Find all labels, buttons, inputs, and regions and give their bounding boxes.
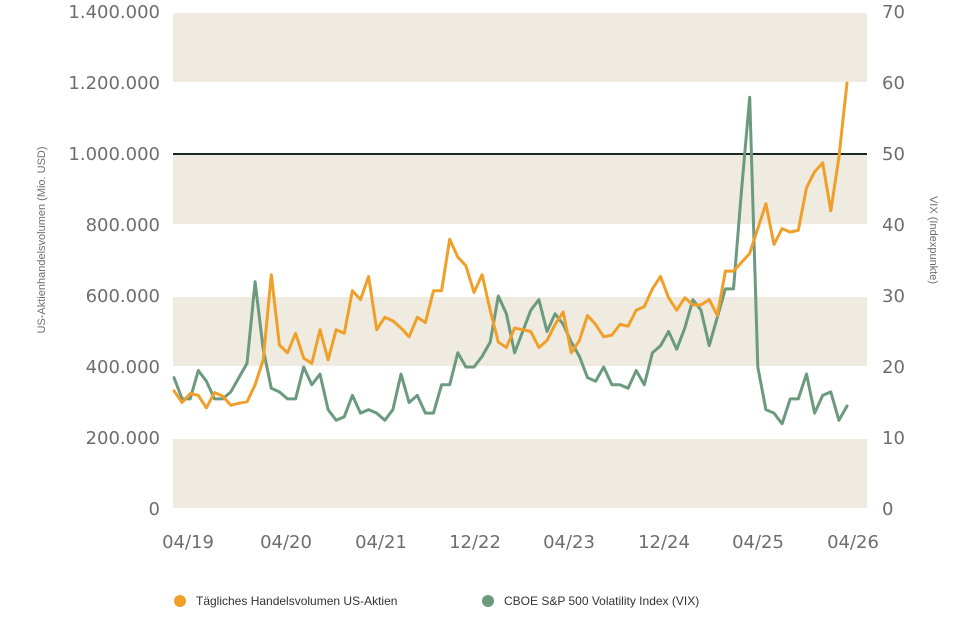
- y-left-tick-label: 200.000: [86, 428, 160, 449]
- y-left-tick-label: 600.000: [86, 286, 160, 307]
- x-tick-label: 04/20: [260, 532, 312, 553]
- x-tick-label: 04/26: [827, 532, 879, 553]
- background-band: [173, 296, 867, 367]
- y-right-tick-label: 10: [882, 428, 905, 449]
- background-bands: [173, 12, 867, 509]
- background-band: [173, 438, 867, 509]
- legend-marker-vix: [482, 595, 494, 607]
- legend: Tägliches Handelsvolumen US-Aktien CBOE …: [174, 594, 699, 608]
- y-left-tick-labels: 0 200.000 400.000 600.000 800.000 1.000.000 1.…: [68, 2, 160, 520]
- volume-series-line: [172, 81, 849, 410]
- y-right-tick-label: 50: [882, 144, 905, 165]
- y-left-axis-title: US-Aktienhandelsvolumen (Mio. USD): [36, 146, 48, 333]
- y-left-tick-label: 0: [149, 499, 160, 520]
- y-left-tick-label: 1.400.000: [68, 2, 160, 23]
- y-right-axis-title: VIX (Indexpunkte): [927, 196, 939, 284]
- legend-label-vix: CBOE S&P 500 Volatility Index (VIX): [504, 594, 699, 608]
- y-right-tick-labels: 0 10 20 30 40 50 60 70: [882, 2, 905, 520]
- x-tick-label: 12/24: [638, 532, 690, 553]
- y-right-tick-label: 30: [882, 286, 905, 307]
- background-band: [173, 12, 867, 83]
- x-tick-label: 12/22: [449, 532, 501, 553]
- y-left-tick-label: 800.000: [86, 215, 160, 236]
- y-right-tick-label: 20: [882, 357, 905, 378]
- x-tick-label: 04/25: [732, 532, 784, 553]
- x-tick-labels: 04/19 04/20 04/21 12/22 04/23 12/24 04/25 04/26: [162, 532, 879, 553]
- y-left-tick-label: 400.000: [86, 357, 160, 378]
- legend-label-volume: Tägliches Handelsvolumen US-Aktien: [196, 594, 397, 608]
- y-left-tick-label: 1.200.000: [68, 73, 160, 94]
- y-right-tick-label: 70: [882, 2, 905, 23]
- y-right-tick-label: 60: [882, 73, 905, 94]
- x-tick-label: 04/19: [162, 532, 214, 553]
- vix-series-line: [172, 95, 849, 426]
- x-tick-label: 04/23: [543, 532, 595, 553]
- y-left-tick-label: 1.000.000: [68, 144, 160, 165]
- y-right-tick-label: 0: [882, 499, 893, 520]
- x-tick-label: 04/21: [355, 532, 407, 553]
- legend-marker-volume: [174, 595, 186, 607]
- y-right-tick-label: 40: [882, 215, 905, 236]
- gridlines: [173, 11, 867, 510]
